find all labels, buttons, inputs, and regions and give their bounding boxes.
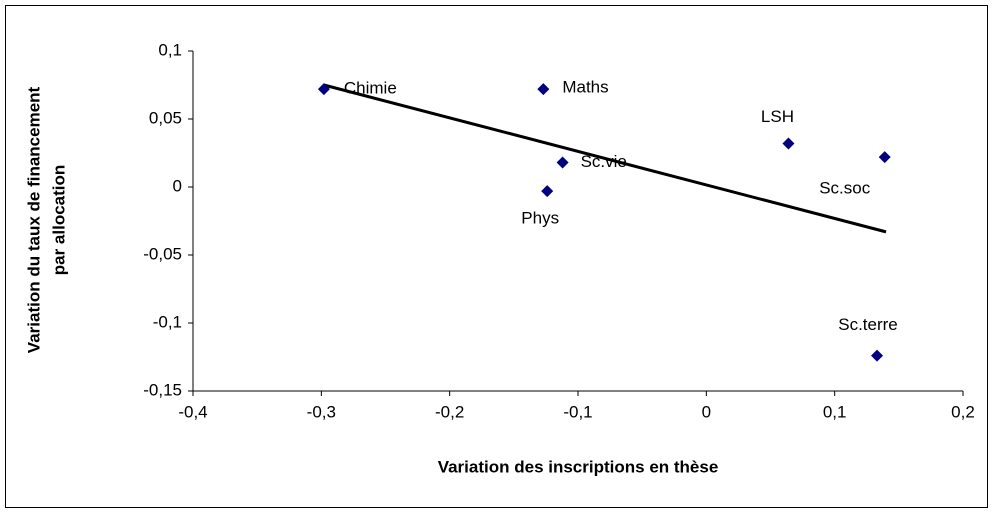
point-label: Phys: [521, 209, 559, 228]
point: [782, 137, 795, 150]
point: [556, 156, 569, 169]
y-tick-label: -0,1: [153, 312, 182, 331]
point-label: Maths: [562, 78, 608, 97]
x-tick-label: 0,1: [823, 402, 847, 421]
x-tick-label: -0,1: [563, 402, 592, 421]
trendline: [323, 83, 887, 234]
x-tick-label: 0,2: [951, 402, 975, 421]
point: [317, 83, 330, 96]
y-axis-title-line: par allocation: [49, 165, 68, 276]
point-label: Sc.vie: [581, 152, 627, 171]
point-label: Sc.soc: [819, 179, 871, 198]
y-axis-title: Variation du taux de financement par all…: [24, 86, 68, 353]
point: [878, 151, 891, 164]
y-tick-label: -0,05: [143, 244, 182, 263]
point: [871, 349, 884, 362]
y-tick-label: 0: [173, 176, 182, 195]
point-label: Chimie: [344, 79, 397, 98]
point-label: LSH: [761, 107, 794, 126]
y-tick-label: 0,1: [158, 40, 182, 59]
x-axis-title: Variation des inscriptions en thèse: [438, 457, 719, 476]
point: [541, 185, 554, 198]
y-tick-label: 0,05: [149, 108, 182, 127]
x-tick-label: -0,4: [178, 402, 207, 421]
x-tick-label: 0: [702, 402, 711, 421]
point: [537, 83, 550, 96]
point-label: Sc.terre: [838, 315, 898, 334]
x-tick-label: -0,3: [307, 402, 336, 421]
y-tick-label: -0,15: [143, 380, 182, 399]
y-axis-title-line: Variation du taux de financement: [24, 86, 43, 353]
chart-border: [5, 5, 988, 508]
x-tick-label: -0,2: [435, 402, 464, 421]
